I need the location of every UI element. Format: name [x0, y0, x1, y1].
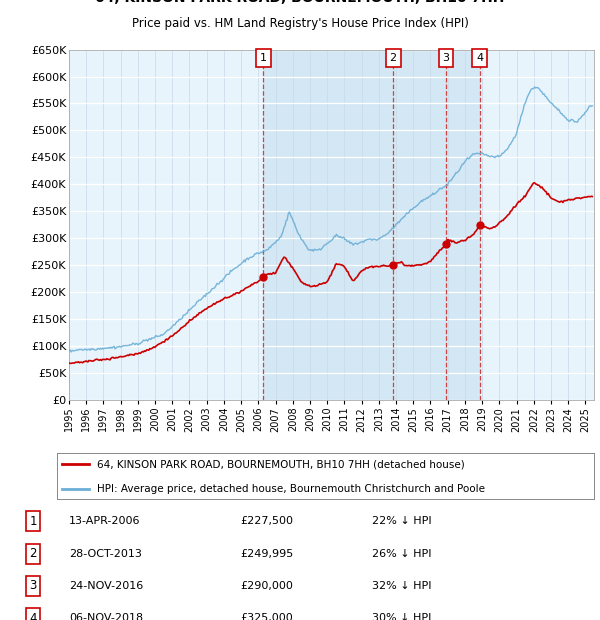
Text: 26% ↓ HPI: 26% ↓ HPI [372, 549, 431, 559]
Bar [263, 50, 479, 400]
Text: 22% ↓ HPI: 22% ↓ HPI [372, 516, 431, 526]
Text: Price paid vs. HM Land Registry's House Price Index (HPI): Price paid vs. HM Land Registry's House … [131, 17, 469, 30]
Text: 64, KINSON PARK ROAD, BOURNEMOUTH, BH10 7HH: 64, KINSON PARK ROAD, BOURNEMOUTH, BH10 … [95, 0, 505, 5]
Text: 64, KINSON PARK ROAD, BOURNEMOUTH, BH10 7HH (detached house): 64, KINSON PARK ROAD, BOURNEMOUTH, BH10 … [97, 459, 465, 469]
Text: 24-NOV-2016: 24-NOV-2016 [69, 581, 143, 591]
Text: £227,500: £227,500 [240, 516, 293, 526]
Text: 3: 3 [442, 53, 449, 63]
Text: 2: 2 [389, 53, 397, 63]
Text: 3: 3 [29, 580, 37, 592]
Text: 13-APR-2006: 13-APR-2006 [69, 516, 140, 526]
Text: 1: 1 [29, 515, 37, 528]
Text: £290,000: £290,000 [240, 581, 293, 591]
Text: 1: 1 [260, 53, 266, 63]
Text: 32% ↓ HPI: 32% ↓ HPI [372, 581, 431, 591]
Text: £249,995: £249,995 [240, 549, 293, 559]
Text: 30% ↓ HPI: 30% ↓ HPI [372, 613, 431, 620]
Text: 06-NOV-2018: 06-NOV-2018 [69, 613, 143, 620]
Text: 2: 2 [29, 547, 37, 560]
Text: 28-OCT-2013: 28-OCT-2013 [69, 549, 142, 559]
Text: £325,000: £325,000 [240, 613, 293, 620]
Text: 4: 4 [476, 53, 483, 63]
Text: 4: 4 [29, 612, 37, 620]
Text: HPI: Average price, detached house, Bournemouth Christchurch and Poole: HPI: Average price, detached house, Bour… [97, 484, 485, 494]
